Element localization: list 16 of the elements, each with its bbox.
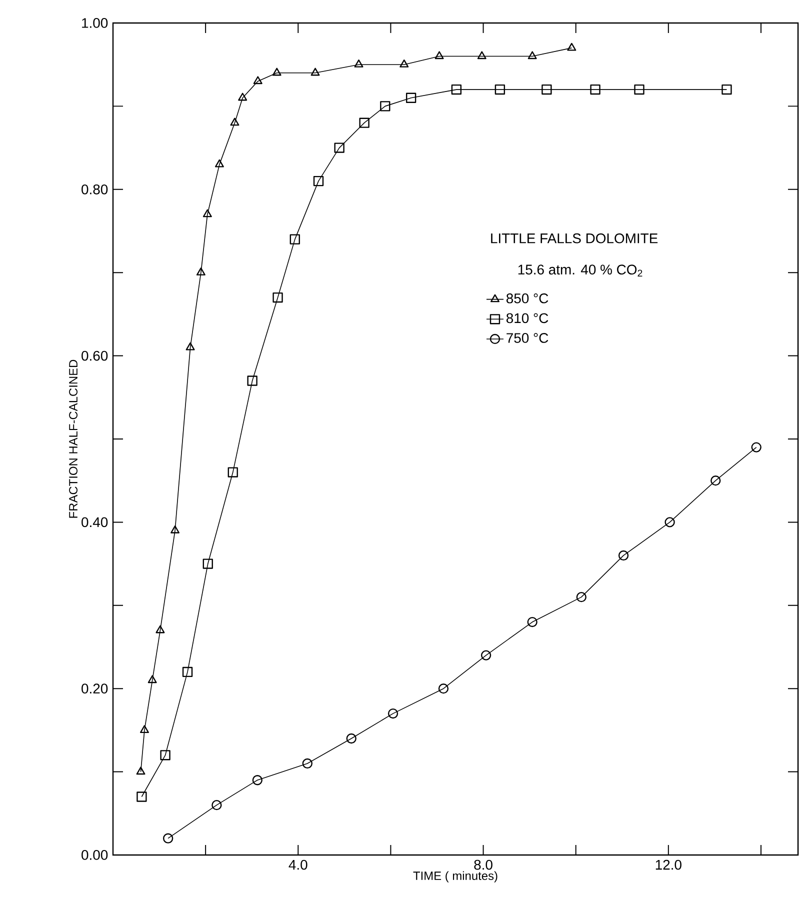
legend-label: 750 °C — [506, 333, 548, 343]
legend-label: 850 °C — [506, 293, 548, 304]
y-tick-label: 1.00 — [82, 18, 108, 28]
y-tick-label: 0.00 — [82, 850, 108, 860]
y-tick-label: 0.60 — [82, 350, 108, 361]
y-tick-label: 0.20 — [82, 684, 108, 694]
annotation: 15.6 atm. 40 % CO$_{2}$ — [518, 264, 642, 277]
x-tick-label: 4.0 — [288, 860, 308, 870]
legend-title: LITTLE FALLS DOLOMITE — [491, 233, 658, 244]
x-tick-label: 12.0 — [656, 860, 682, 870]
legend-label: 810 °C — [506, 313, 548, 324]
y-tick-label: 0.80 — [82, 184, 108, 194]
y-tick-label: 0.40 — [82, 517, 108, 528]
x-tick-label: 8.0 — [474, 860, 492, 870]
y-axis-title: FRACTION HALF-CALCINED — [69, 360, 78, 518]
x-axis-title: TIME ( minutes) — [413, 871, 498, 882]
